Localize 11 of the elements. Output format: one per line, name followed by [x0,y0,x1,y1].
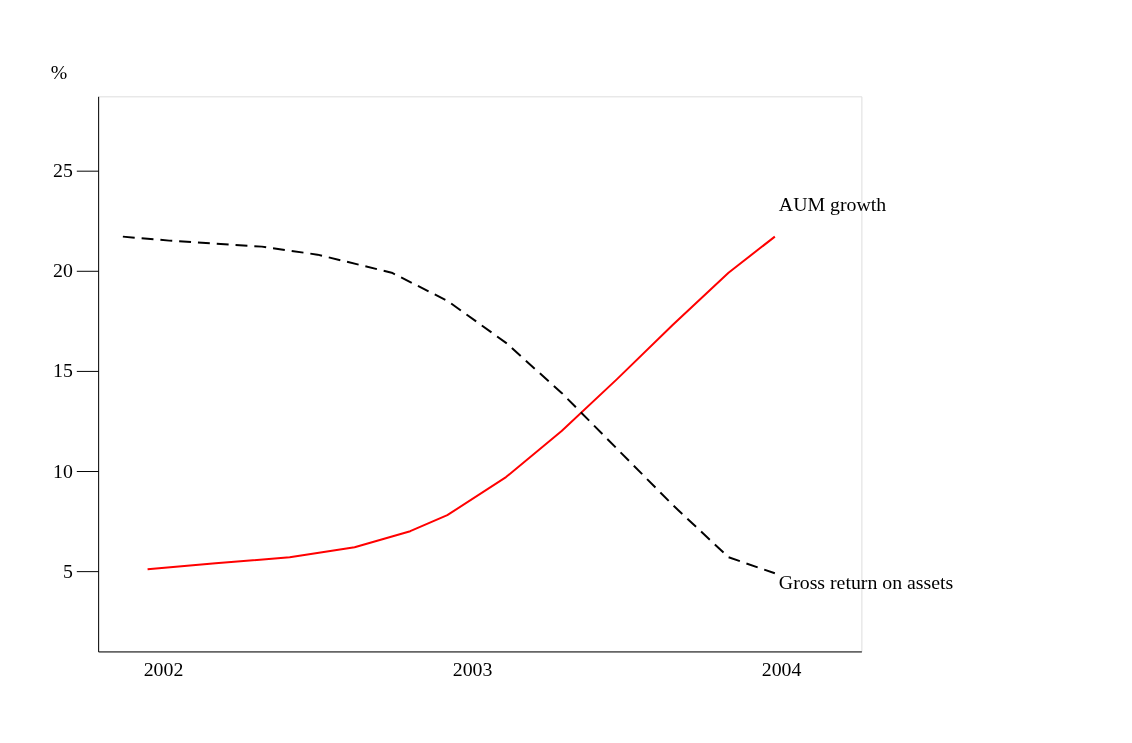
y-tick-label: 15 [53,359,73,382]
x-tick-label: 2004 [761,657,802,680]
y-axis-title: % [50,60,68,83]
series-label: Gross return on assets [778,571,954,594]
y-tick-label: 5 [62,559,73,582]
y-tick-label: 10 [53,459,73,482]
series-label: AUM growth [778,192,887,215]
x-tick-label: 2002 [143,657,184,680]
x-tick-label: 2003 [452,657,493,680]
y-tick-label: 20 [53,259,73,282]
y-tick-label: 25 [53,158,73,181]
